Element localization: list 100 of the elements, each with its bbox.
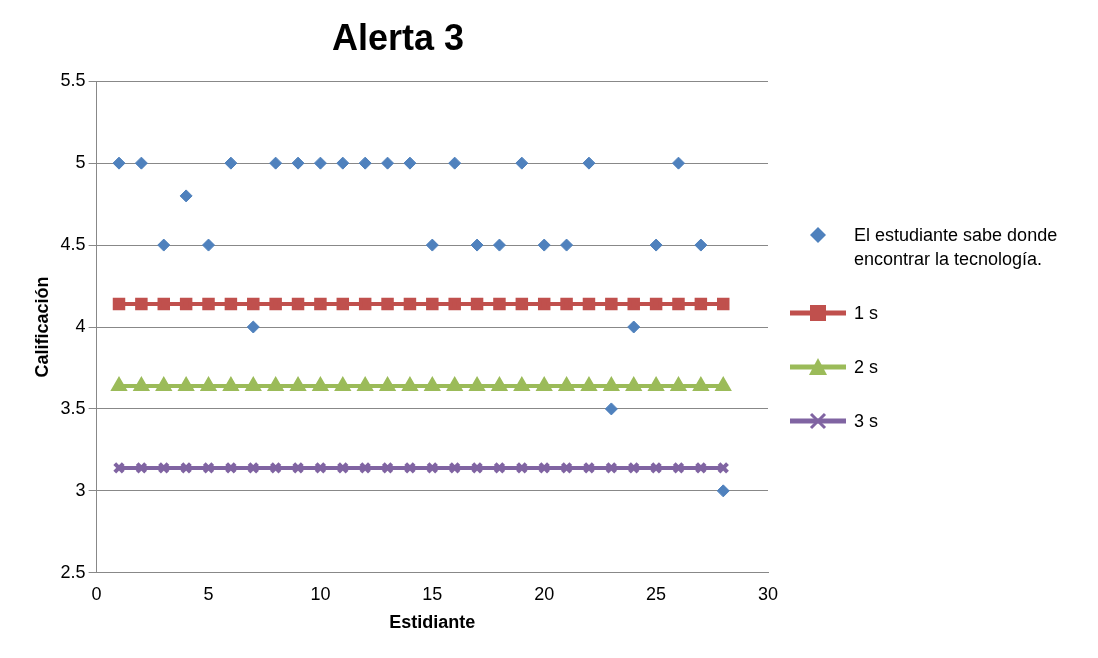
point [604, 402, 618, 416]
point [582, 297, 596, 311]
point [448, 156, 462, 170]
point [605, 297, 618, 311]
point [560, 461, 573, 475]
point [135, 461, 148, 475]
point [291, 297, 305, 311]
point [179, 297, 193, 311]
legend-label: 1 s [854, 302, 879, 325]
point [313, 377, 328, 391]
point [314, 297, 327, 311]
y-tick-label: 2.5 [60, 561, 86, 582]
point [224, 297, 238, 311]
x-tick-label: 10 [310, 583, 331, 604]
point [648, 377, 664, 391]
point [156, 377, 171, 391]
point [627, 461, 640, 475]
point [268, 377, 283, 391]
point [515, 297, 529, 311]
point [336, 461, 350, 475]
legend-label: El estudiante sabe donde encontrar la tecnología. [854, 224, 1059, 271]
point [357, 377, 373, 391]
point [380, 377, 395, 391]
point [247, 297, 260, 311]
point [716, 484, 730, 498]
point [403, 156, 417, 170]
point [403, 461, 417, 475]
point [649, 461, 663, 475]
point [672, 461, 685, 475]
point [179, 189, 193, 203]
point [514, 377, 530, 391]
point [269, 461, 282, 475]
point [582, 156, 596, 170]
point [358, 461, 372, 475]
point [336, 297, 350, 311]
point [537, 238, 551, 252]
point [492, 377, 507, 391]
x-tick-label: 20 [534, 583, 555, 604]
point [313, 156, 327, 170]
point [559, 377, 574, 391]
point [134, 156, 148, 170]
point [291, 156, 305, 170]
x-tick-label: 15 [422, 583, 443, 604]
point [403, 297, 417, 311]
point [493, 297, 506, 311]
point [202, 297, 215, 311]
point [694, 238, 708, 252]
point [448, 461, 461, 475]
point [157, 238, 171, 252]
y-tick-label: 4.5 [60, 234, 86, 255]
point [358, 297, 372, 311]
point [626, 377, 641, 391]
point [716, 377, 731, 391]
point [447, 377, 462, 391]
point [381, 297, 394, 311]
x-tick-label: 5 [203, 583, 214, 604]
point [560, 297, 573, 311]
point [717, 297, 730, 311]
point [493, 461, 506, 475]
point [381, 156, 395, 170]
point [649, 297, 663, 311]
point [112, 156, 126, 170]
x-tick-label: 30 [757, 583, 779, 604]
point [269, 297, 282, 311]
point [157, 461, 170, 475]
point [201, 377, 216, 391]
point [335, 377, 350, 391]
y-tick-label: 3.5 [60, 397, 86, 418]
point [425, 238, 439, 252]
point [582, 461, 596, 475]
point [604, 377, 619, 391]
point [358, 156, 372, 170]
point [202, 238, 216, 252]
point [671, 156, 685, 170]
y-tick-label: 5 [75, 152, 86, 173]
point [515, 156, 529, 170]
x-tick-label: 25 [646, 583, 667, 604]
point [269, 156, 283, 170]
point [202, 461, 215, 475]
point [448, 297, 461, 311]
point [134, 377, 149, 391]
point [111, 377, 127, 391]
point [381, 461, 394, 475]
point [314, 461, 327, 475]
y-tick-label: 4 [75, 315, 86, 336]
point [426, 297, 439, 311]
point [672, 297, 685, 311]
point [627, 320, 641, 334]
point [291, 461, 305, 475]
point [694, 461, 708, 475]
point [425, 377, 440, 391]
y-axis-title: Calificación [31, 276, 52, 378]
point [224, 461, 238, 475]
point [157, 297, 170, 311]
point [515, 461, 529, 475]
y-tick-label: 5.5 [60, 70, 86, 91]
point [290, 377, 306, 391]
legend-label: 2 s [854, 356, 879, 379]
point [694, 297, 708, 311]
point [627, 297, 640, 311]
